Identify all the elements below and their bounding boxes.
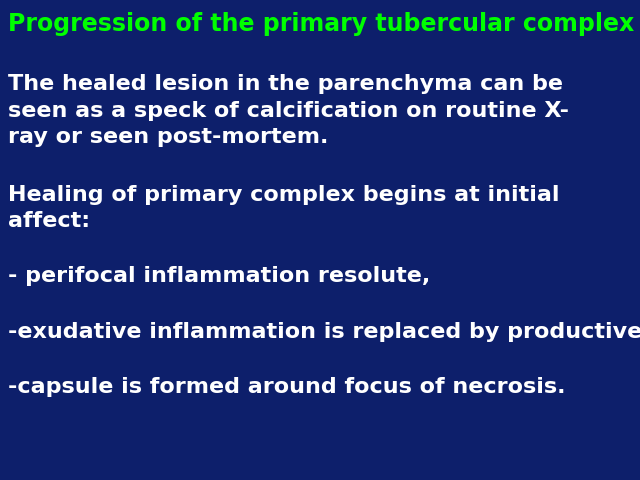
Text: -exudative inflammation is replaced by productive;: -exudative inflammation is replaced by p… bbox=[8, 322, 640, 342]
Text: Healing of primary complex begins at initial
affect:: Healing of primary complex begins at ini… bbox=[8, 185, 559, 231]
Text: - perifocal inflammation resolute,: - perifocal inflammation resolute, bbox=[8, 266, 430, 287]
Text: Progression of the primary tubercular complex: Progression of the primary tubercular co… bbox=[8, 12, 634, 36]
Text: -capsule is formed around focus of necrosis.: -capsule is formed around focus of necro… bbox=[8, 377, 565, 397]
Text: The healed lesion in the parenchyma can be
seen as a speck of calcification on r: The healed lesion in the parenchyma can … bbox=[8, 74, 569, 147]
